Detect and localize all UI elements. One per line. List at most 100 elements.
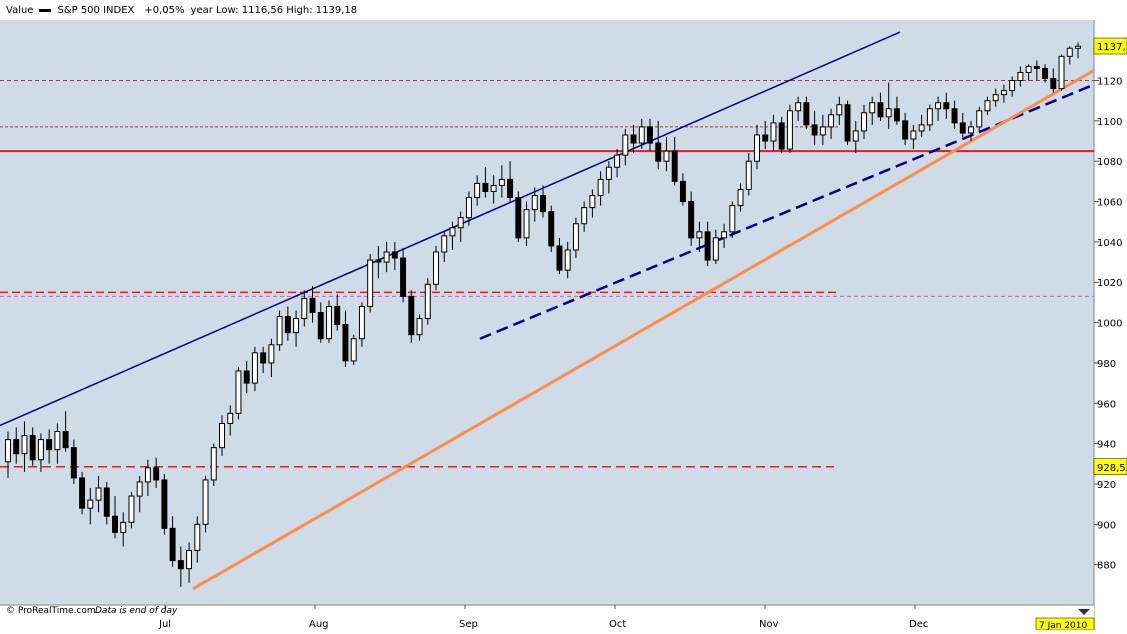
range-label: year Low: 1116,56 High: 1139,18 [190, 4, 358, 16]
candle-down [79, 477, 86, 509]
candle-down [655, 142, 662, 162]
candle-up [424, 283, 431, 320]
candle-up [869, 102, 876, 114]
candle-up [210, 447, 217, 481]
y-tick-label: 1120 [1097, 77, 1122, 88]
candle-down [507, 178, 514, 199]
candle-up [383, 251, 390, 263]
candle-up [754, 134, 760, 162]
candle-up [268, 344, 275, 364]
candle-up [935, 102, 942, 110]
candle-up [136, 481, 143, 497]
candle-up [918, 124, 925, 132]
candle-down [1033, 65, 1040, 69]
candle-up [581, 207, 588, 225]
y-tick-label: 980 [1097, 359, 1116, 370]
candle-down [260, 352, 267, 364]
candle-up [885, 108, 892, 118]
candle-down [959, 122, 966, 134]
candle-up [227, 412, 234, 424]
candle-up [128, 495, 135, 523]
candle-up [614, 154, 621, 168]
candle-up [992, 94, 999, 102]
candle-up [737, 188, 744, 207]
candle-up [861, 112, 867, 132]
candle-up [984, 100, 991, 112]
candle-up [1017, 71, 1024, 82]
candle-up [490, 184, 497, 192]
candle-down [243, 370, 250, 384]
candle-up [449, 227, 456, 237]
candle-down [877, 102, 884, 118]
candle-down [334, 305, 341, 326]
candle-down [943, 102, 950, 110]
candle-up [663, 150, 670, 162]
candle-down [46, 439, 53, 451]
candle-up [622, 134, 629, 156]
candle-up [968, 126, 974, 134]
y-tick-label: 1100 [1097, 117, 1122, 128]
candle-up [5, 439, 11, 463]
candle-up [712, 237, 719, 261]
dashed-channel-line [479, 83, 1095, 340]
y-tick-label: 1040 [1097, 238, 1122, 249]
y-tick-label: 900 [1097, 520, 1116, 531]
candle-down [902, 120, 909, 140]
candle-up [1058, 55, 1065, 90]
orange-trend-line [192, 69, 1095, 591]
y-tick-label: 1020 [1097, 278, 1122, 289]
candle-down [704, 231, 711, 261]
candle-down [1042, 67, 1049, 79]
candle-up [1025, 65, 1032, 73]
candle-down [284, 316, 291, 334]
candle-down [342, 324, 349, 362]
candle-down [70, 447, 77, 479]
candle-up [745, 160, 752, 190]
candle-up [202, 479, 209, 525]
candle-up [852, 130, 859, 142]
candle-down [679, 180, 686, 203]
candle-down [309, 297, 316, 313]
candle-down [951, 108, 958, 124]
candle-up [194, 523, 201, 552]
candle-up [498, 178, 505, 186]
y-axis-panel [1094, 20, 1127, 630]
level-price-tag [1093, 458, 1127, 476]
x-axis-panel [0, 605, 1094, 630]
last-price-tag [1093, 37, 1127, 55]
candle-down [177, 560, 184, 570]
candle-up [976, 110, 983, 128]
candle-down [540, 195, 546, 213]
candle-up [87, 499, 94, 509]
candle-up [251, 352, 258, 384]
candle-up [95, 487, 102, 501]
candle-up [358, 305, 365, 340]
price-chart[interactable]: 880 900 920 940 960 980 1000 1020 1040 1060 1080 11… [0, 20, 1127, 631]
candle-up [605, 166, 612, 180]
candle-down [112, 515, 118, 533]
x-tick-label: Nov [759, 619, 779, 630]
footer-note: Data is end of day [95, 606, 178, 616]
candle-down [811, 124, 818, 136]
x-tick-label: Sep [459, 619, 478, 630]
candle-down [893, 108, 900, 122]
candle-down [13, 439, 20, 455]
candle-up [1000, 90, 1007, 96]
candle-up [474, 182, 481, 199]
candle-up [696, 231, 703, 239]
candle-up [523, 209, 530, 239]
level-price-text: 928,53 [1097, 463, 1127, 474]
candle-up [367, 259, 374, 307]
candle-up [186, 550, 193, 570]
y-tick-label: 1000 [1097, 319, 1122, 330]
candle-up [21, 435, 28, 455]
candle-up [836, 104, 843, 116]
candle-up [276, 316, 283, 346]
candle-up [54, 431, 61, 451]
y-tick-label: 1080 [1097, 157, 1122, 168]
candle-up [828, 114, 835, 128]
candle-up [795, 102, 802, 112]
chart-area[interactable]: 880 900 920 940 960 980 1000 1020 1040 1060 1080 11… [0, 20, 1127, 631]
y-tick-label: 920 [1097, 480, 1116, 491]
candle-down [400, 257, 407, 297]
